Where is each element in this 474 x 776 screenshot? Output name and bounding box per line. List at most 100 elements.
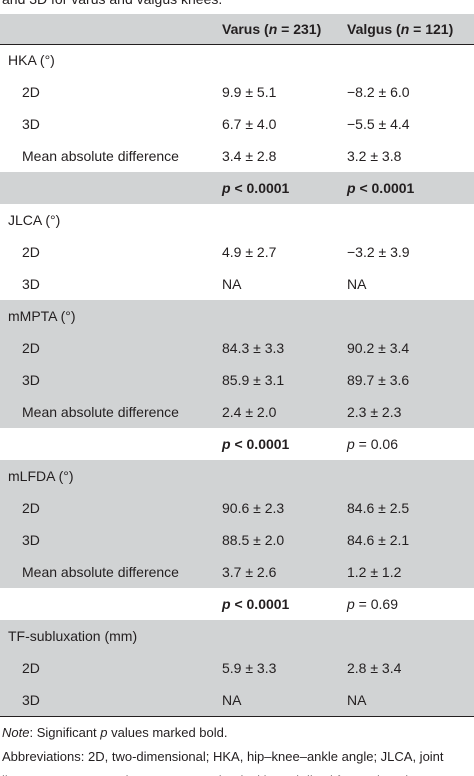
table-row: 3D 6.7 ± 4.0 −5.5 ± 4.4 — [0, 108, 474, 140]
table-row: 2D 5.9 ± 3.3 2.8 ± 3.4 — [0, 652, 474, 684]
rule — [0, 44, 474, 45]
text-segment: p — [347, 596, 355, 612]
table-row: p < 0.0001 p < 0.0001 — [0, 172, 474, 204]
table-row: mLFDA (°) — [0, 460, 474, 492]
cell: 85.9 ± 3.1 — [222, 372, 285, 388]
text-segment: p — [222, 596, 231, 612]
cell: p < 0.0001 — [222, 180, 289, 196]
section-label: JLCA (°) — [8, 212, 61, 228]
cell: 2.8 ± 3.4 — [347, 660, 402, 676]
cell: −3.2 ± 3.9 — [347, 244, 410, 260]
cell: 90.2 ± 3.4 — [347, 340, 410, 356]
text-segment: = 231) — [277, 21, 322, 37]
cell: 6.7 ± 4.0 — [222, 116, 277, 132]
text-segment: values marked bold. — [107, 725, 228, 740]
table-row: p < 0.0001 p = 0.69 — [0, 588, 474, 620]
table-row: 2D 9.9 ± 5.1 −8.2 ± 6.0 — [0, 76, 474, 108]
cell: p < 0.0001 — [222, 436, 289, 452]
cell: NA — [222, 692, 242, 708]
row-label: Mean absolute difference — [22, 148, 179, 164]
row-label: 3D — [22, 532, 40, 548]
table-row: 2D 84.3 ± 3.3 90.2 ± 3.4 — [0, 332, 474, 364]
note: Note: Significant p values marked bold. — [2, 725, 227, 741]
note: Abbreviations: 2D, two-dimensional; HKA,… — [2, 749, 444, 765]
cell: 1.2 ± 1.2 — [347, 564, 402, 580]
cell: p < 0.0001 — [347, 180, 414, 196]
cell: −8.2 ± 6.0 — [347, 84, 410, 100]
cell: 84.6 ± 2.1 — [347, 532, 410, 548]
row-label: Mean absolute difference — [22, 404, 179, 420]
row-label: Mean absolute difference — [22, 564, 179, 580]
row-label: 2D — [22, 500, 40, 516]
table-row: 3D 88.5 ± 2.0 84.6 ± 2.1 — [0, 524, 474, 556]
table-row: 2D 90.6 ± 2.3 84.6 ± 2.5 — [0, 492, 474, 524]
text-segment: < 0.0001 — [230, 436, 290, 452]
cell: 2.3 ± 2.3 — [347, 404, 402, 420]
table-row: 3D 85.9 ± 3.1 89.7 ± 3.6 — [0, 364, 474, 396]
text-segment: < 0.0001 — [230, 180, 290, 196]
table-row: 3D NA NA — [0, 684, 474, 716]
text-segment: p — [100, 725, 108, 740]
cell: 88.5 ± 2.0 — [222, 532, 285, 548]
row-label: 2D — [22, 84, 40, 100]
text-segment: n — [268, 21, 278, 37]
table-row: Mean absolute difference 3.4 ± 2.8 3.2 ± 3… — [0, 140, 474, 172]
cell: 9.9 ± 5.1 — [222, 84, 277, 100]
cell: 5.9 ± 3.3 — [222, 660, 277, 676]
text-segment: p — [222, 180, 231, 196]
text-segment: p — [347, 436, 355, 452]
cell: NA — [222, 276, 242, 292]
text-segment: = 0.06 — [354, 436, 398, 452]
note: line convergence angle; mLFDA, mechanica… — [2, 773, 419, 776]
cell: 84.3 ± 3.3 — [222, 340, 285, 356]
text-segment: < 0.0001 — [355, 180, 415, 196]
text-segment: p — [222, 436, 231, 452]
text-segment: Valgus ( — [347, 21, 401, 37]
rule — [0, 716, 474, 717]
cell: 2.4 ± 2.0 — [222, 404, 277, 420]
cell: 3.2 ± 3.8 — [347, 148, 402, 164]
text-segment: Note — [2, 725, 30, 740]
table-row: p < 0.0001 p = 0.06 — [0, 428, 474, 460]
text-segment: line convergence angle; mLFDA, mechanica… — [2, 773, 419, 776]
cell: 90.6 ± 2.3 — [222, 500, 285, 516]
row-label: 3D — [22, 116, 40, 132]
table-row: Mean absolute difference 3.7 ± 2.6 1.2 ± 1… — [0, 556, 474, 588]
table-row: mMPTA (°) — [0, 300, 474, 332]
cell: 3.4 ± 2.8 — [222, 148, 277, 164]
section-label: HKA (°) — [8, 52, 55, 68]
table-row: Mean absolute difference 2.4 ± 2.0 2.3 ± 2… — [0, 396, 474, 428]
cell: p = 0.06 — [347, 436, 398, 452]
section-label: mLFDA (°) — [8, 468, 74, 484]
header-row: Varus (n = 231) Valgus (n = 121) — [0, 14, 474, 44]
cell: 4.9 ± 2.7 — [222, 244, 277, 260]
row-label: 3D — [22, 372, 40, 388]
cell: NA — [347, 692, 367, 708]
text-segment: = 0.69 — [354, 596, 398, 612]
cell: NA — [347, 276, 367, 292]
cell: p = 0.69 — [347, 596, 398, 612]
table-row: HKA (°) — [0, 44, 474, 76]
cell: 84.6 ± 2.5 — [347, 500, 410, 516]
table-row: JLCA (°) — [0, 204, 474, 236]
text-segment: < 0.0001 — [230, 596, 290, 612]
column-header: Valgus (n = 121) — [347, 21, 453, 37]
text-segment: Varus ( — [222, 21, 269, 37]
row-label: 3D — [22, 276, 40, 292]
cell: p < 0.0001 — [222, 596, 289, 612]
text-segment: p — [347, 180, 356, 196]
cell: 3.7 ± 2.6 — [222, 564, 277, 580]
row-label: 2D — [22, 340, 40, 356]
text-segment: n — [400, 21, 410, 37]
column-header: Varus (n = 231) — [222, 21, 321, 37]
section-label: mMPTA (°) — [8, 308, 76, 324]
text-segment: : Significant — [29, 725, 101, 740]
section-label: TF-subluxation (mm) — [8, 628, 138, 644]
cell: −5.5 ± 4.4 — [347, 116, 410, 132]
caption: and 3D for varus and valgus knees. — [2, 0, 222, 7]
text-segment: = 121) — [409, 21, 454, 37]
cell: 89.7 ± 3.6 — [347, 372, 410, 388]
row-label: 2D — [22, 660, 40, 676]
table-row: 3D NA NA — [0, 268, 474, 300]
